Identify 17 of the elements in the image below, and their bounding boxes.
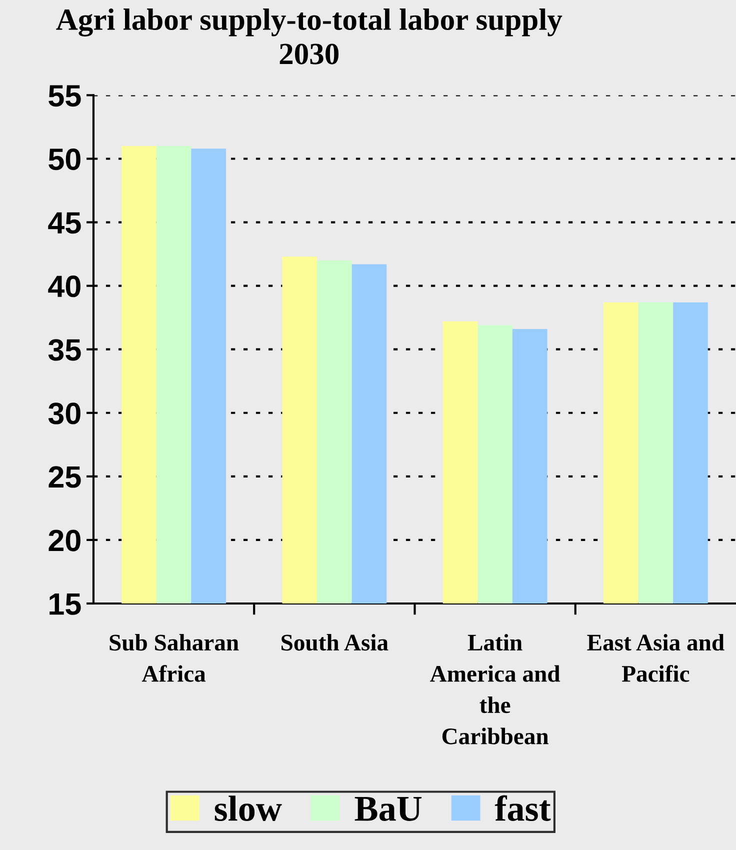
y-tick-label: 40 — [48, 276, 80, 298]
y-tick-label: 15 — [50, 594, 81, 615]
x-tick-label: Latin America and the Caribbean — [430, 634, 560, 744]
y-tick-label: 55 — [48, 85, 81, 107]
chart-title: Agri labor supply-to-total labor supply 2030 — [56, 8, 562, 64]
y-tick-label: 35 — [48, 339, 81, 361]
legend-label: slow — [214, 796, 282, 821]
y-tick-label: 25 — [48, 466, 81, 488]
x-tick-label: South Asia — [282, 634, 388, 651]
legend-label: BaU — [354, 796, 422, 821]
y-tick-label: 45 — [48, 212, 81, 234]
y-tick-label: 20 — [48, 530, 80, 552]
legend-label: fast — [494, 795, 551, 821]
y-tick-label: 30 — [48, 402, 80, 424]
y-tick-label: 50 — [48, 148, 80, 170]
x-tick-label: Sub Saharan Africa — [110, 634, 239, 682]
x-tick-label: East Asia and Pacific — [587, 634, 724, 682]
